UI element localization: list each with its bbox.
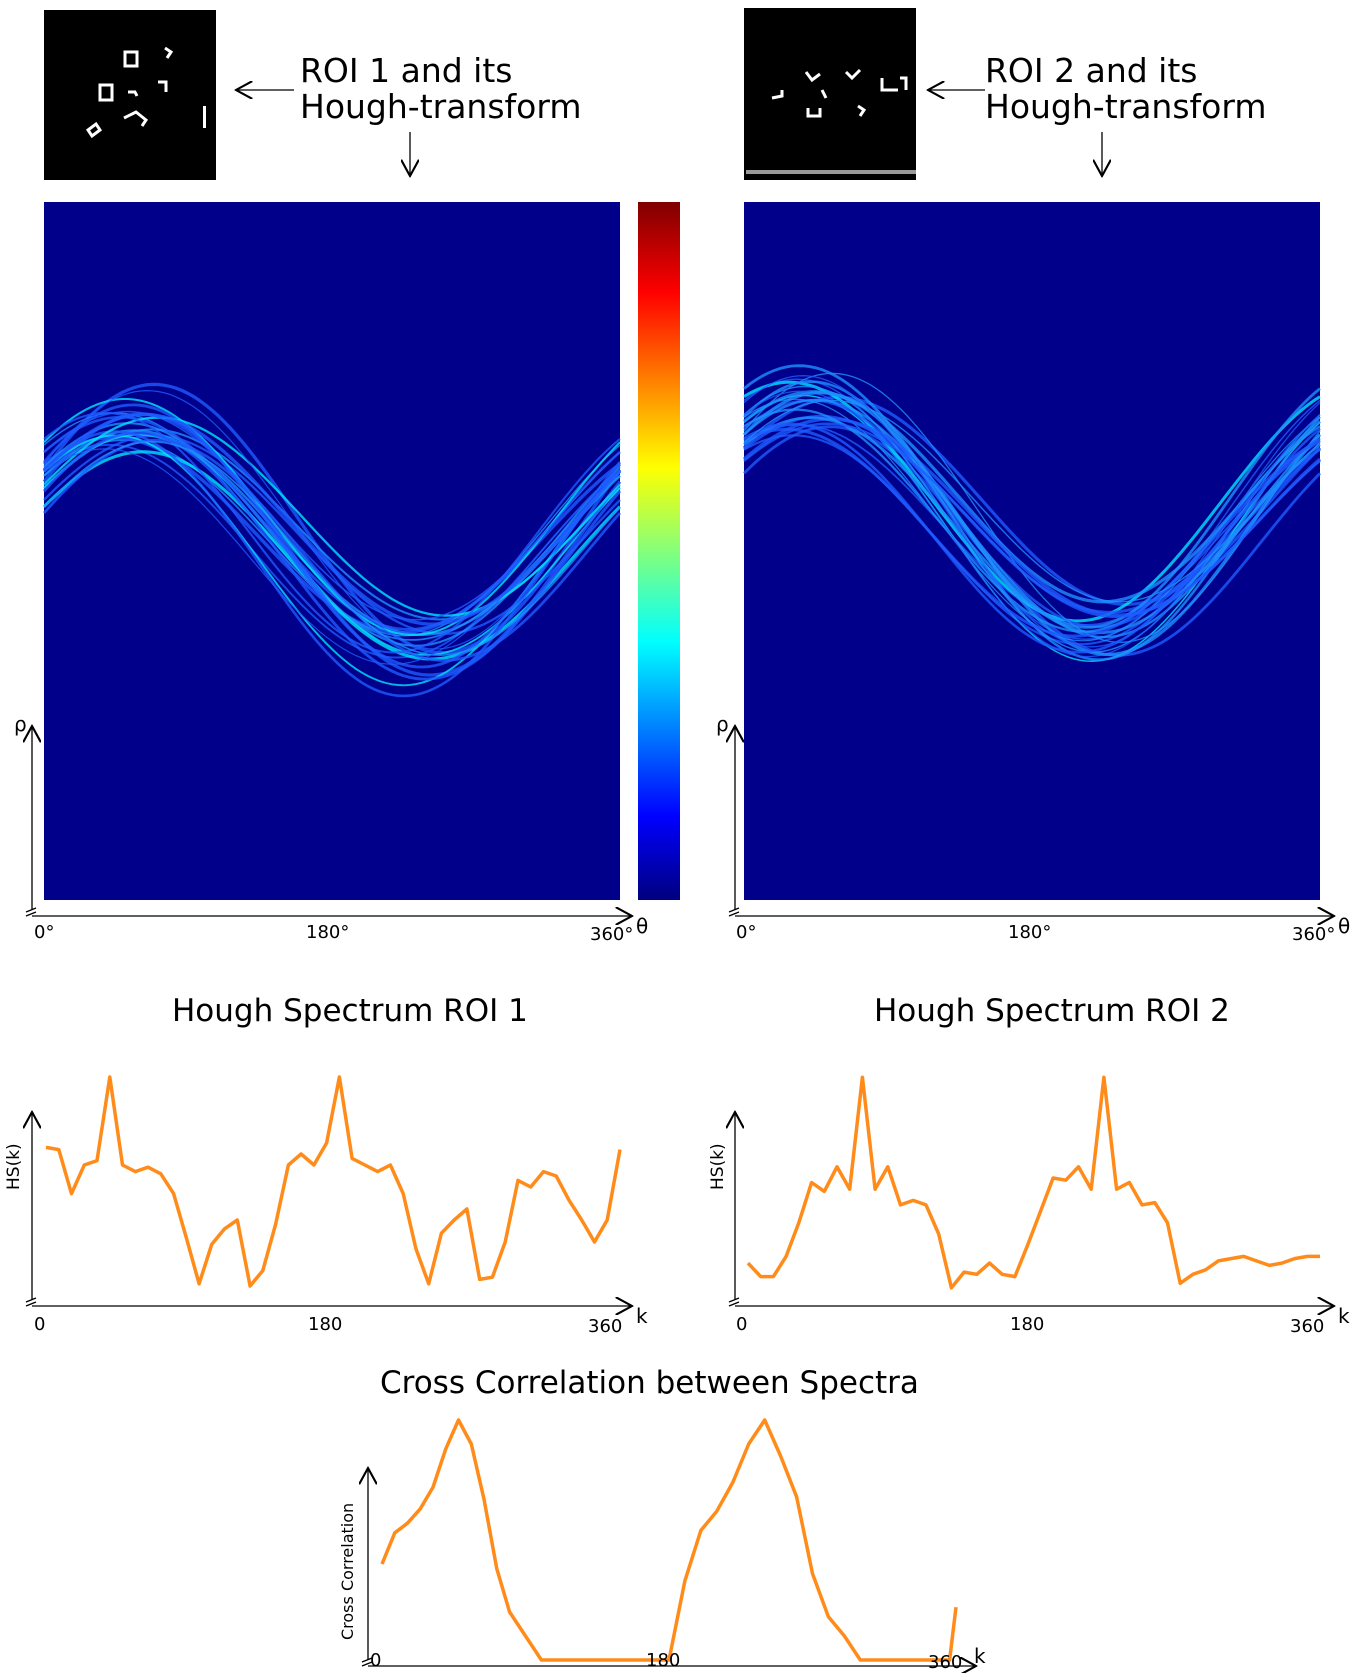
spectrum1-xtick-0: 0 [34,1314,46,1335]
crosscorr-xtick-0: 0 [370,1650,382,1671]
crosscorr-title: Cross Correlation between Spectra [380,1365,919,1401]
hough-curve [743,422,1321,654]
spectrum2-axes [729,1112,1334,1306]
hough-curve [743,422,1321,619]
roi2-caption-line2: Hough-transform [985,87,1267,126]
hough-curve [43,448,621,665]
spectrum1-y-label: HS(k) [4,1143,24,1190]
hough-curve [43,410,621,621]
hough2-x-label: θ [1338,914,1351,938]
spectrum2-xtick-180: 180 [1010,1314,1045,1335]
crosscorr-x-label: k [974,1644,986,1668]
hough-curve [43,416,621,617]
series-line [380,1418,958,1662]
hough-curve [743,399,1321,603]
hough1-xtick-0: 0° [34,922,55,943]
spectrum2-series [746,1075,1320,1290]
spectrum1-axes [26,1112,632,1306]
spectrum2-xtick-0: 0 [736,1314,748,1335]
hough2-xtick-180: 180° [1008,922,1052,943]
hough-curve [742,391,1322,656]
spectrum2-xtick-360: 360 [1290,1316,1325,1337]
roi1-caption-line2: Hough-transform [300,87,582,126]
hough-curve [743,375,1321,648]
series-line [45,1075,622,1288]
hough-curve [743,416,1321,635]
spectrum1-xtick-360: 360 [588,1316,623,1337]
spectrum1-x-label: k [636,1304,648,1328]
hough-curve [743,378,1321,640]
hough-curve [43,389,621,650]
spectrum1-title: Hough Spectrum ROI 1 [172,993,528,1029]
roi1-caption-line1: ROI 1 and its [300,51,513,90]
hough1-sinusoid-bundle [42,382,622,698]
hough-curve [43,411,621,654]
hough2-axes [729,726,1334,916]
hough-transform-roi1 [42,202,622,900]
spectrum1-series [45,1075,622,1288]
hough1-xtick-360: 360° [590,924,634,945]
crosscorr-y-label: Cross Correlation [338,1502,357,1640]
roi2-thumbnail [744,8,916,180]
hough1-xtick-180: 180° [306,922,350,943]
spectrum2-title: Hough Spectrum ROI 2 [874,993,1230,1029]
series-line [746,1075,1320,1290]
crosscorr-xtick-180: 180 [646,1650,681,1671]
roi1-thumbnail [44,10,216,180]
roi2-caption-line1: ROI 2 and its [985,51,1198,90]
hough1-axes [26,726,632,916]
hough-transform-roi2 [742,202,1322,900]
spectrum1-xtick-180: 180 [308,1314,343,1335]
hough1-y-label: ρ [14,712,27,736]
spectrum2-y-label: HS(k) [708,1143,728,1190]
hough-curve [743,434,1321,646]
hough2-sinusoid-bundle [742,364,1322,662]
crosscorr-axes [362,1468,976,1666]
hough2-xtick-360: 360° [1292,924,1336,945]
hough2-y-label: ρ [716,712,729,736]
hough1-x-label: θ [636,914,649,938]
hough2-xtick-0: 0° [736,922,757,943]
spectrum2-x-label: k [1338,1304,1350,1328]
hough-curve [43,440,621,656]
crosscorr-xtick-360: 360 [928,1652,963,1673]
colorbar [638,202,680,900]
hough-curve [43,397,621,636]
crosscorr-series [380,1418,958,1662]
hough-curve [43,430,621,698]
hough-curve [42,412,622,626]
